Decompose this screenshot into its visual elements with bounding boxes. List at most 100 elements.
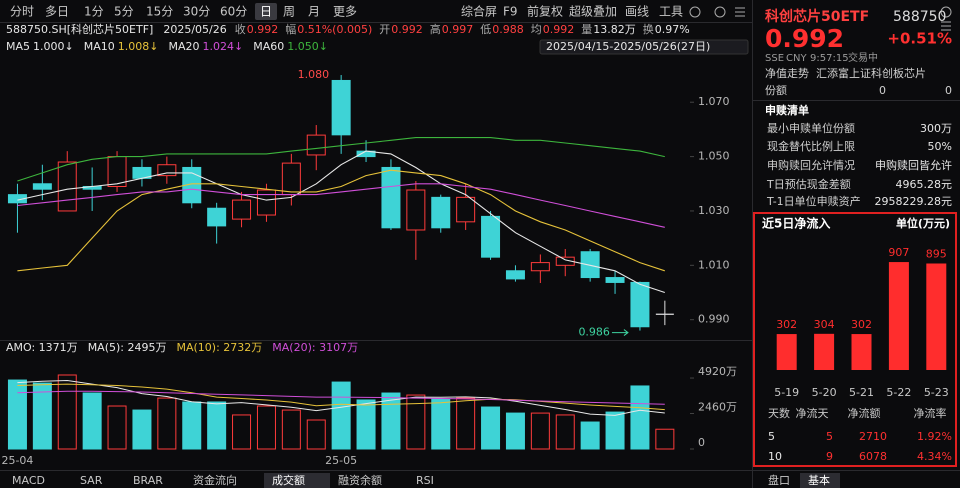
list-label: T-1日单位申赎资产 xyxy=(766,194,861,208)
volume-bar xyxy=(481,406,501,450)
bar-value-label: 302 xyxy=(776,318,797,331)
volume-bar xyxy=(580,421,600,450)
quote-label: 低 xyxy=(480,23,491,36)
icon[interactable] xyxy=(940,6,952,18)
quote-label: 均 xyxy=(531,23,542,36)
icon[interactable] xyxy=(714,6,726,18)
candle-body xyxy=(281,162,301,196)
quote-value: 0.51%(0.005) xyxy=(297,23,372,36)
volume-bar xyxy=(132,409,152,450)
ma-name: MA10 xyxy=(84,40,115,53)
tool-button[interactable]: 超级叠加 xyxy=(569,4,617,19)
period-tab[interactable]: 60分 xyxy=(220,5,247,19)
fund-full-name: 汇添富上证科创板芯片 xyxy=(816,66,926,80)
table-cell: 9 xyxy=(826,450,833,463)
indicator-tab[interactable]: SAR xyxy=(80,474,103,487)
volume-bar xyxy=(505,412,525,450)
bar-value-label: 895 xyxy=(926,247,947,260)
quote-label: 幅 xyxy=(285,23,296,36)
candle-body xyxy=(32,183,52,190)
candle-body xyxy=(7,194,27,204)
volume-ma-legend: MA(5): 2495万 xyxy=(88,341,167,354)
indicator-tab[interactable]: MACD xyxy=(12,474,45,487)
fund-code: 588750 xyxy=(893,9,946,25)
volume-bar xyxy=(555,414,575,450)
unit-label: 单位(万元) xyxy=(896,216,950,230)
share-label: 份额 xyxy=(765,84,787,97)
ma-line xyxy=(17,183,665,228)
candle-body xyxy=(605,277,625,283)
table-cell: 4.34% xyxy=(917,450,952,463)
candle-body xyxy=(182,166,202,204)
menu-icon[interactable] xyxy=(735,7,745,17)
side-tab[interactable]: 盘口 xyxy=(768,473,790,487)
status-text: SSE xyxy=(765,53,784,64)
volume-bar xyxy=(82,392,102,450)
indicator-tab[interactable]: 成交额 xyxy=(272,473,305,487)
quote-label: 开 xyxy=(379,23,390,36)
section-title: 申赎清单 xyxy=(765,103,809,117)
candle-body xyxy=(406,189,426,231)
menu-icon[interactable] xyxy=(941,21,951,31)
period-tab[interactable]: 15分 xyxy=(146,5,173,19)
indicator-tab[interactable]: 资金流向 xyxy=(193,473,237,487)
indicator-tab[interactable]: BRAR xyxy=(133,474,163,487)
share-value: 0 xyxy=(879,84,886,97)
bar xyxy=(851,334,872,370)
period-tab[interactable]: 月 xyxy=(308,5,320,19)
period-tab[interactable]: 多日 xyxy=(45,5,69,19)
change-pct: +0.51% xyxy=(887,30,952,48)
period-tab[interactable]: 分时 xyxy=(10,5,34,19)
list-label: 申购赎回允许情况 xyxy=(767,158,855,172)
period-tab[interactable]: 1分 xyxy=(84,5,104,19)
indicator-tab[interactable]: RSI xyxy=(416,474,434,487)
volume-bar xyxy=(381,392,401,450)
indicator-tab[interactable]: 融资余额 xyxy=(338,473,382,487)
list-label: T日预估现金差额 xyxy=(766,177,851,191)
period-tab[interactable]: 周 xyxy=(283,5,295,19)
bar-value-label: 304 xyxy=(814,318,835,331)
volume-bar xyxy=(182,401,202,450)
list-label: 现金替代比例上限 xyxy=(767,139,855,153)
ma-value: 1.008↓ xyxy=(118,40,159,53)
volume-bar xyxy=(605,411,625,450)
candle-body xyxy=(580,251,600,279)
range-box[interactable] xyxy=(539,39,749,55)
ma-name: MA60 xyxy=(253,40,284,53)
icon[interactable] xyxy=(689,6,701,18)
bar-value-label: 907 xyxy=(888,246,909,259)
tool-button[interactable]: 画线 xyxy=(625,5,649,19)
tool-button[interactable]: 工具 xyxy=(659,5,683,19)
period-tab[interactable]: 更多 xyxy=(333,5,357,19)
date-range[interactable]: 2025/04/15-2025/05/26(27日) xyxy=(546,40,710,53)
table-cell: 5 xyxy=(768,430,775,443)
symbol: 588750.SH[科创芯片50ETF] xyxy=(6,22,153,36)
table-cell: 2710 xyxy=(859,430,887,443)
y-tick-label: 0.990 xyxy=(698,313,730,326)
quote-label: 量 xyxy=(581,23,592,36)
tool-button[interactable]: 综合屏 xyxy=(461,4,497,19)
bar-value-label: 302 xyxy=(851,318,872,331)
volume-bar xyxy=(157,397,177,450)
volume-ma-line xyxy=(17,379,665,416)
period-tab[interactable]: 30分 xyxy=(183,5,210,19)
tool-button[interactable]: 前复权 xyxy=(527,4,563,19)
quote-value: 0.992 xyxy=(247,23,279,36)
tool-button[interactable]: F9 xyxy=(503,5,518,19)
ma-value: 1.024↓ xyxy=(202,40,243,53)
side-tab[interactable]: 基本 xyxy=(808,473,830,487)
volume-ma-line xyxy=(17,383,665,411)
panel-title: 近5日净流入 xyxy=(762,216,830,231)
y-tick-label: 2460万 xyxy=(698,401,737,414)
period-tab[interactable]: 日 xyxy=(260,5,272,19)
y-tick-label: 1.030 xyxy=(698,204,730,217)
candle-body xyxy=(57,161,77,212)
period-tab[interactable]: 5分 xyxy=(114,5,134,19)
table-cell: 1.92% xyxy=(917,430,952,443)
candle-body xyxy=(505,270,525,280)
volume-bar xyxy=(7,379,27,450)
bar xyxy=(814,333,835,370)
list-value: 50% xyxy=(928,140,952,153)
date: 2025/05/26 xyxy=(163,23,226,36)
